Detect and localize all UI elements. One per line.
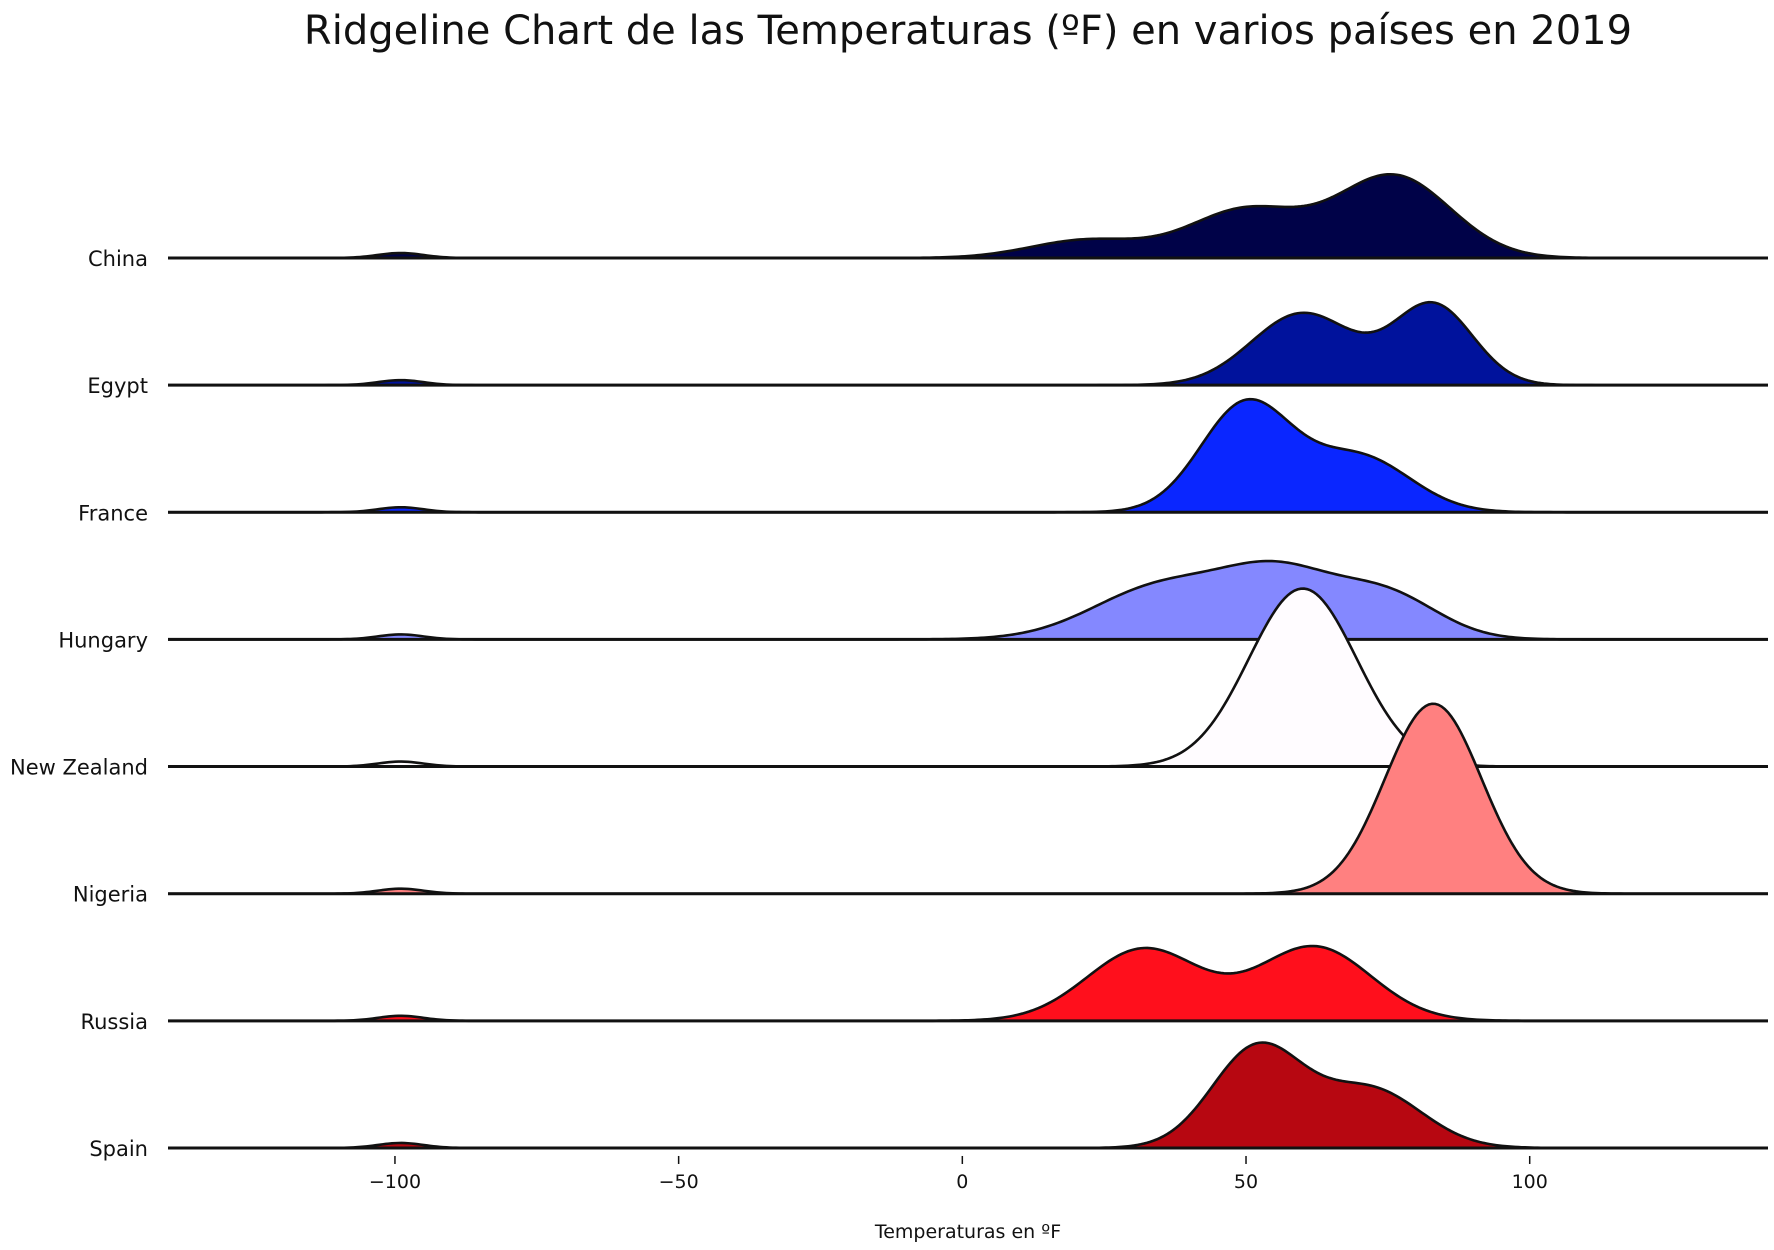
ridge-russia — [168, 944, 1768, 1023]
ridges-group — [168, 172, 1768, 1150]
ridge-outline — [168, 559, 1768, 641]
ridge-new-zealand — [168, 587, 1768, 769]
ridge-area — [168, 174, 1768, 258]
ridge-area — [168, 302, 1768, 386]
chart-title: Ridgeline Chart de las Temperaturas (ºF)… — [304, 8, 1632, 54]
country-label: Spain — [89, 1137, 148, 1161]
x-tick-label: 100 — [1512, 1171, 1548, 1193]
x-axis-label: Temperaturas en ºF — [874, 1221, 1061, 1243]
ridge-area — [168, 946, 1768, 1021]
ridge-outline — [168, 944, 1768, 1023]
country-label: China — [88, 247, 148, 271]
x-tick-label: 50 — [1234, 1171, 1258, 1193]
ridge-outline — [168, 397, 1768, 514]
country-label: Hungary — [58, 628, 148, 652]
country-label: France — [78, 501, 148, 525]
x-tick-label: 0 — [956, 1171, 968, 1193]
ridge-outline — [168, 587, 1768, 768]
ridge-france — [168, 397, 1768, 514]
ridge-china — [168, 172, 1768, 260]
country-label: Nigeria — [73, 883, 148, 907]
country-label: New Zealand — [10, 756, 148, 780]
ridge-area — [168, 703, 1768, 894]
x-axis: −100 −50 0 50 100 — [369, 1155, 1548, 1193]
ridge-area — [168, 399, 1768, 513]
ridge-hungary — [168, 559, 1768, 641]
x-tick-label: −100 — [369, 1171, 421, 1193]
ridge-egypt — [168, 300, 1768, 387]
ridge-area — [168, 588, 1768, 767]
ridge-outline — [168, 300, 1768, 387]
ridge-outline — [168, 702, 1768, 895]
x-tick-label: −50 — [659, 1171, 699, 1193]
ridge-area — [168, 1042, 1768, 1148]
ridge-outline — [168, 1041, 1768, 1150]
ridge-spain — [168, 1041, 1768, 1150]
ridge-outline — [168, 172, 1768, 260]
ridge-area — [168, 561, 1768, 640]
country-label: Russia — [80, 1010, 148, 1034]
ridge-nigeria — [168, 702, 1768, 896]
country-label: Egypt — [87, 374, 148, 398]
country-labels: China Egypt France Hungary New Zealand Nigeri… — [10, 247, 148, 1161]
